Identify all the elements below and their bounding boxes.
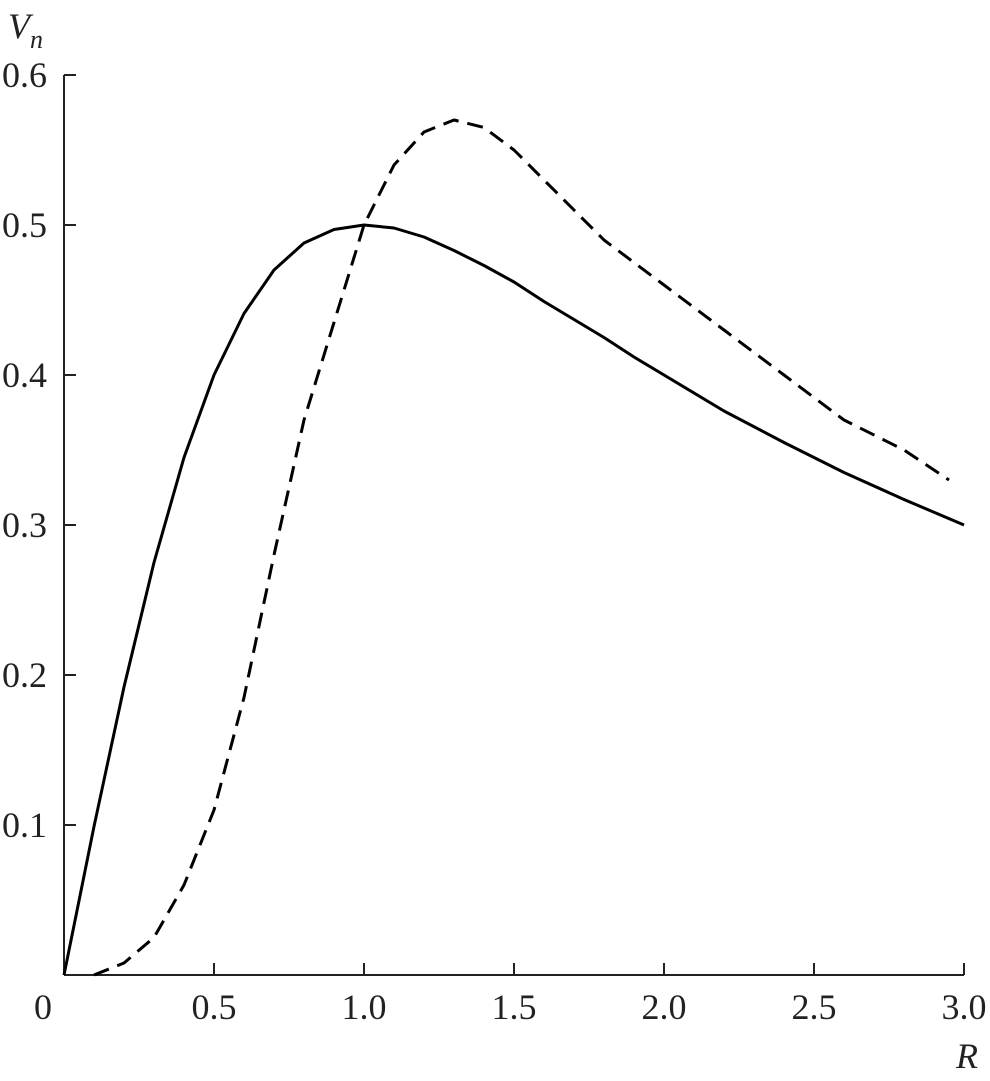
y-tick-label: 0.3: [2, 505, 47, 545]
x-tick-label: 1.5: [492, 987, 537, 1027]
x-tick-label: 0.5: [192, 987, 237, 1027]
x-tick-label: 3.0: [942, 987, 987, 1027]
y-tick-label: 0.5: [2, 205, 47, 245]
y-tick-label: 0.6: [2, 55, 47, 95]
line-series: [62, 223, 965, 976]
x-axis-label: R: [955, 1036, 978, 1076]
line-series: [93, 118, 950, 977]
y-label-sub: n: [30, 25, 43, 54]
x-tick-label: 2.5: [792, 987, 837, 1027]
y-tick-label: 0.1: [2, 805, 47, 845]
x-tick-label: 0: [34, 987, 52, 1027]
x-tick-label: 1.0: [342, 987, 387, 1027]
y-tick-label: 0.4: [2, 355, 47, 395]
y-tick-label: 0.2: [2, 655, 47, 695]
y-label-main: V: [8, 6, 34, 46]
y-axis-label: Vn: [8, 6, 43, 54]
x-tick-label: 2.0: [642, 987, 687, 1027]
